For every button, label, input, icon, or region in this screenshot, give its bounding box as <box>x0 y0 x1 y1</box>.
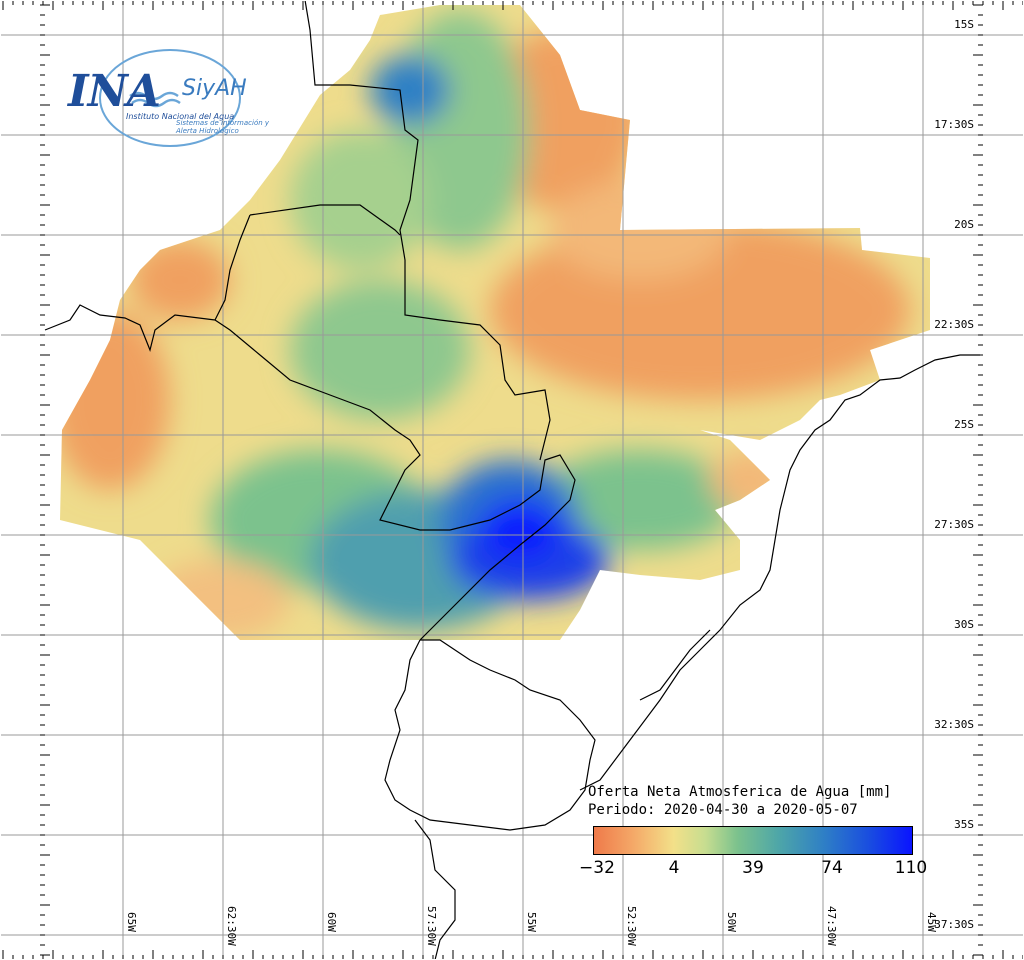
lat-label: 27:30S <box>934 518 974 531</box>
lon-label: 62:30W <box>225 906 238 946</box>
colorbar-tick: 74 <box>821 858 843 878</box>
logo-ina-text: INA <box>68 66 161 117</box>
logo-siyah-text: SiyAH <box>182 76 247 101</box>
lat-label: 32:30S <box>934 718 974 731</box>
lat-label: 22:30S <box>934 318 974 331</box>
lon-label: 52:30W <box>625 906 638 946</box>
logo-waves-icon <box>99 49 241 147</box>
lon-label: 55W <box>525 912 538 932</box>
lat-label: 20S <box>954 218 974 231</box>
lat-label: 17:30S <box>934 118 974 131</box>
logo-system: Sistemas de información y Alerta Hidroló… <box>176 119 270 135</box>
lon-label: 50W <box>725 912 738 932</box>
lon-label: 57:30W <box>425 906 438 946</box>
lon-label: 65W <box>125 912 138 932</box>
ina-siyah-logo: INA SiyAH Instituto Nacional del Agua Si… <box>60 40 270 150</box>
legend-title: Oferta Neta Atmosferica de Agua [mm] <box>588 784 892 800</box>
lat-label: 37:30S <box>934 918 974 931</box>
lat-label: 15S <box>954 18 974 31</box>
lon-label: 60W <box>325 912 338 932</box>
legend-period: Periodo: 2020-04-30 a 2020-05-07 <box>588 802 858 818</box>
colorbar <box>593 826 913 855</box>
lat-label: 30S <box>954 618 974 631</box>
lon-label: 45W <box>925 912 938 932</box>
colorbar-tick: −32 <box>579 858 615 878</box>
lat-label: 25S <box>954 418 974 431</box>
colorbar-tick: 39 <box>742 858 764 878</box>
lon-label: 47:30W <box>825 906 838 946</box>
colorbar-tick: 4 <box>668 858 680 878</box>
lat-label: 35S <box>954 818 974 831</box>
country-borders <box>44 0 980 960</box>
colorbar-tick: 110 <box>894 858 928 878</box>
logo-institution: Instituto Nacional del Agua <box>126 112 235 121</box>
